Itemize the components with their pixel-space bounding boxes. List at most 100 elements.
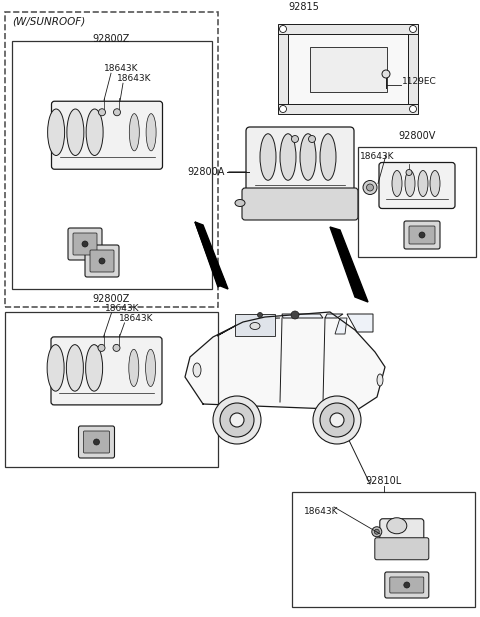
Ellipse shape: [280, 134, 296, 180]
Ellipse shape: [300, 134, 316, 180]
Circle shape: [320, 403, 354, 437]
Bar: [12, 41, 212, 289]
Ellipse shape: [129, 114, 139, 151]
Circle shape: [367, 184, 373, 191]
Circle shape: [404, 582, 410, 588]
Ellipse shape: [47, 345, 64, 391]
FancyBboxPatch shape: [90, 250, 114, 272]
Text: 1129EC: 1129EC: [402, 78, 437, 86]
FancyBboxPatch shape: [73, 233, 97, 255]
FancyBboxPatch shape: [379, 162, 455, 209]
Bar: [310, 46, 386, 91]
Circle shape: [419, 232, 425, 238]
Circle shape: [330, 413, 344, 427]
FancyBboxPatch shape: [242, 188, 358, 220]
Ellipse shape: [405, 170, 415, 196]
Ellipse shape: [85, 345, 103, 391]
Circle shape: [99, 258, 105, 264]
Ellipse shape: [250, 323, 260, 329]
Circle shape: [409, 25, 417, 33]
Ellipse shape: [320, 134, 336, 180]
Polygon shape: [195, 222, 225, 287]
FancyBboxPatch shape: [390, 577, 424, 593]
FancyBboxPatch shape: [79, 426, 115, 458]
Circle shape: [279, 106, 287, 112]
Polygon shape: [195, 222, 228, 289]
FancyBboxPatch shape: [385, 572, 429, 598]
Text: 92815: 92815: [288, 2, 319, 12]
Text: 18643K: 18643K: [117, 74, 152, 83]
Bar: [408, 34, 418, 104]
Circle shape: [363, 181, 377, 194]
Circle shape: [94, 439, 99, 445]
Circle shape: [291, 136, 299, 143]
FancyBboxPatch shape: [404, 221, 440, 249]
FancyBboxPatch shape: [51, 101, 163, 169]
Circle shape: [406, 170, 412, 175]
Text: 18643K: 18643K: [104, 64, 139, 73]
Bar: [278, 104, 418, 114]
Bar: [235, 314, 275, 336]
FancyBboxPatch shape: [380, 519, 424, 553]
Circle shape: [382, 70, 390, 78]
Text: 92810L: 92810L: [365, 476, 402, 486]
Text: 92800A: 92800A: [188, 167, 225, 177]
Polygon shape: [185, 312, 385, 410]
Text: 18643K: 18643K: [360, 152, 395, 161]
FancyBboxPatch shape: [68, 228, 102, 260]
Bar: [278, 24, 418, 34]
Bar: [358, 147, 476, 257]
FancyBboxPatch shape: [375, 538, 429, 560]
Circle shape: [213, 396, 261, 444]
Ellipse shape: [67, 109, 84, 155]
Ellipse shape: [387, 518, 407, 534]
Ellipse shape: [377, 374, 383, 386]
Text: 92800V: 92800V: [398, 131, 436, 141]
Ellipse shape: [418, 170, 428, 196]
Bar: [5, 12, 218, 307]
Ellipse shape: [430, 170, 440, 196]
Circle shape: [313, 396, 361, 444]
Circle shape: [98, 344, 105, 352]
Polygon shape: [325, 314, 343, 318]
Bar: [288, 34, 408, 104]
Polygon shape: [330, 227, 368, 302]
Ellipse shape: [392, 170, 402, 196]
FancyBboxPatch shape: [85, 245, 119, 277]
Text: 92800Z: 92800Z: [93, 294, 130, 304]
Bar: [278, 34, 288, 104]
Ellipse shape: [66, 345, 84, 391]
Bar: [292, 492, 475, 607]
Ellipse shape: [129, 349, 139, 386]
Circle shape: [279, 25, 287, 33]
Circle shape: [309, 136, 315, 143]
Polygon shape: [282, 314, 323, 318]
Ellipse shape: [86, 109, 103, 155]
Circle shape: [220, 403, 254, 437]
Polygon shape: [335, 318, 347, 334]
Text: 92800Z: 92800Z: [93, 34, 130, 44]
Circle shape: [113, 344, 120, 352]
Text: 18643K: 18643K: [304, 507, 338, 516]
Ellipse shape: [145, 349, 156, 386]
Text: 18643K: 18643K: [119, 314, 153, 323]
Ellipse shape: [235, 199, 245, 207]
Bar: [5, 312, 218, 467]
Text: (W/SUNROOF): (W/SUNROOF): [12, 16, 85, 26]
FancyBboxPatch shape: [246, 127, 354, 197]
Circle shape: [230, 413, 244, 427]
Circle shape: [98, 109, 106, 116]
Circle shape: [374, 529, 379, 534]
Polygon shape: [217, 318, 280, 336]
Ellipse shape: [193, 363, 201, 377]
Circle shape: [409, 106, 417, 112]
Ellipse shape: [260, 134, 276, 180]
Ellipse shape: [146, 114, 156, 151]
Ellipse shape: [48, 109, 65, 155]
Circle shape: [82, 241, 88, 247]
FancyBboxPatch shape: [51, 337, 162, 405]
Polygon shape: [347, 314, 373, 332]
FancyBboxPatch shape: [84, 431, 109, 453]
FancyBboxPatch shape: [409, 226, 435, 244]
Text: 18643K: 18643K: [105, 304, 139, 313]
